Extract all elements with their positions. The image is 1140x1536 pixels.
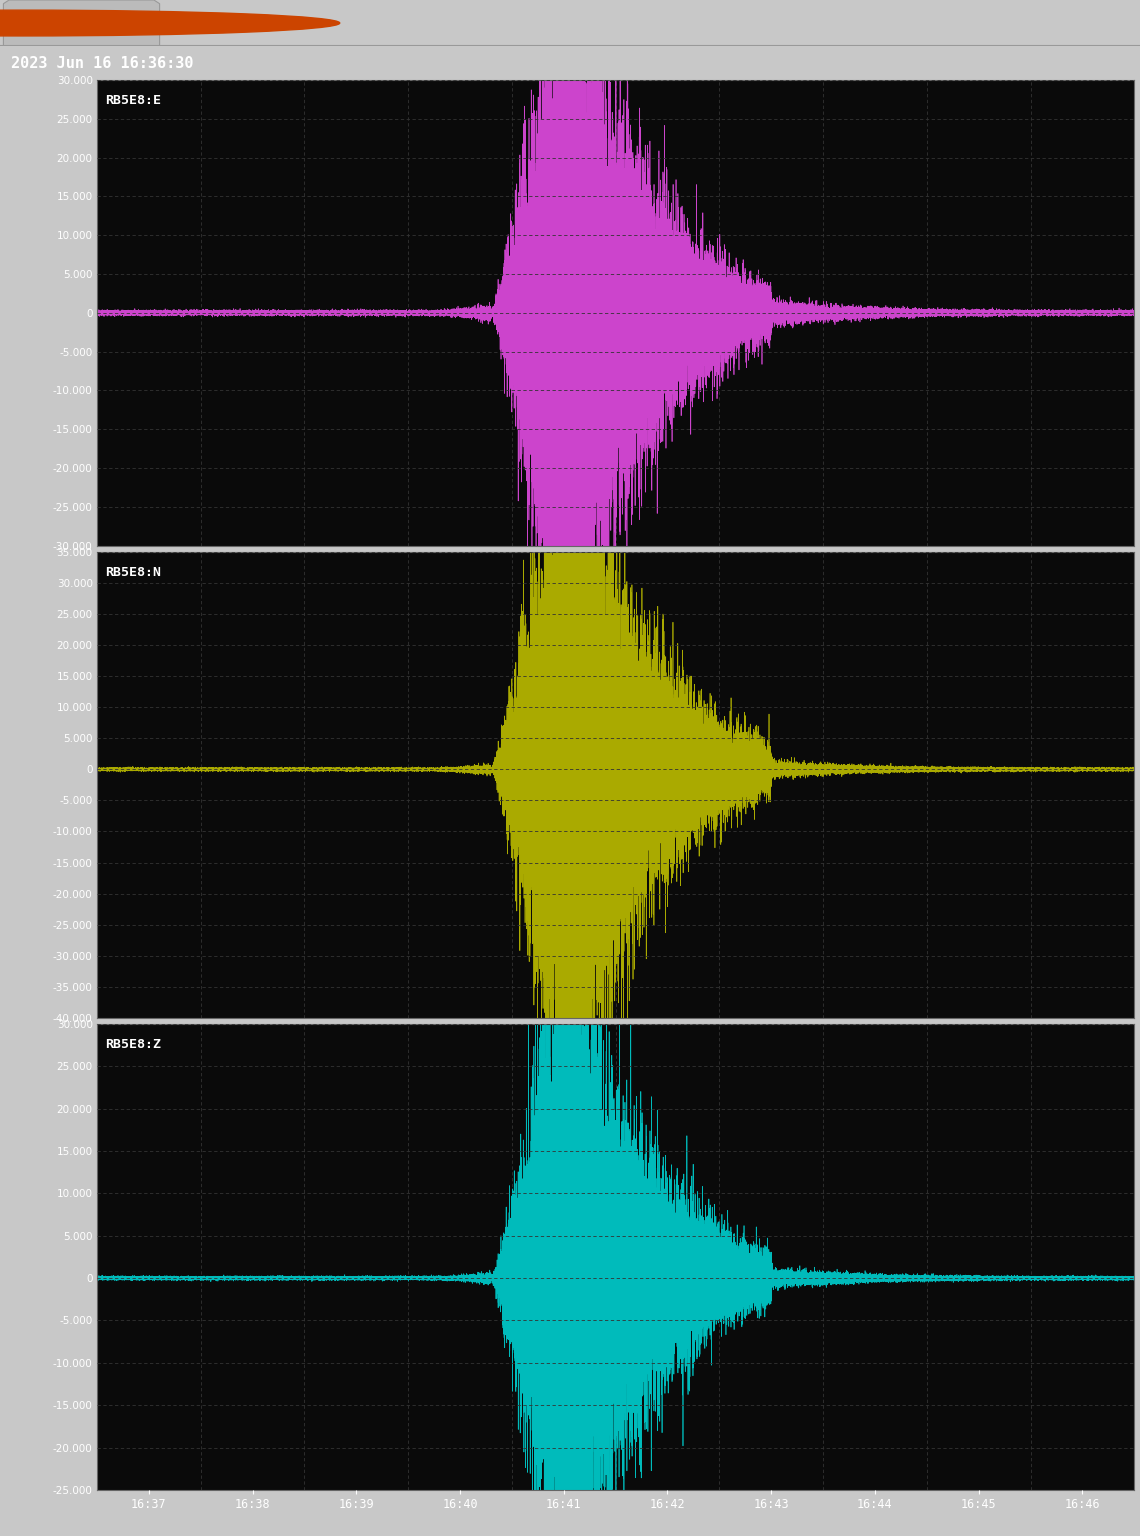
Text: RB5E8:E: RB5E8:E: [105, 94, 161, 108]
Text: query.mseed: query.mseed: [48, 17, 123, 29]
Text: RB5E8:Z: RB5E8:Z: [105, 1038, 161, 1051]
Circle shape: [0, 11, 340, 35]
Polygon shape: [3, 0, 160, 46]
Text: RB5E8:N: RB5E8:N: [105, 565, 161, 579]
Text: 2023 Jun 16 16:36:30: 2023 Jun 16 16:36:30: [11, 57, 194, 71]
Text: ✕: ✕: [139, 15, 150, 29]
